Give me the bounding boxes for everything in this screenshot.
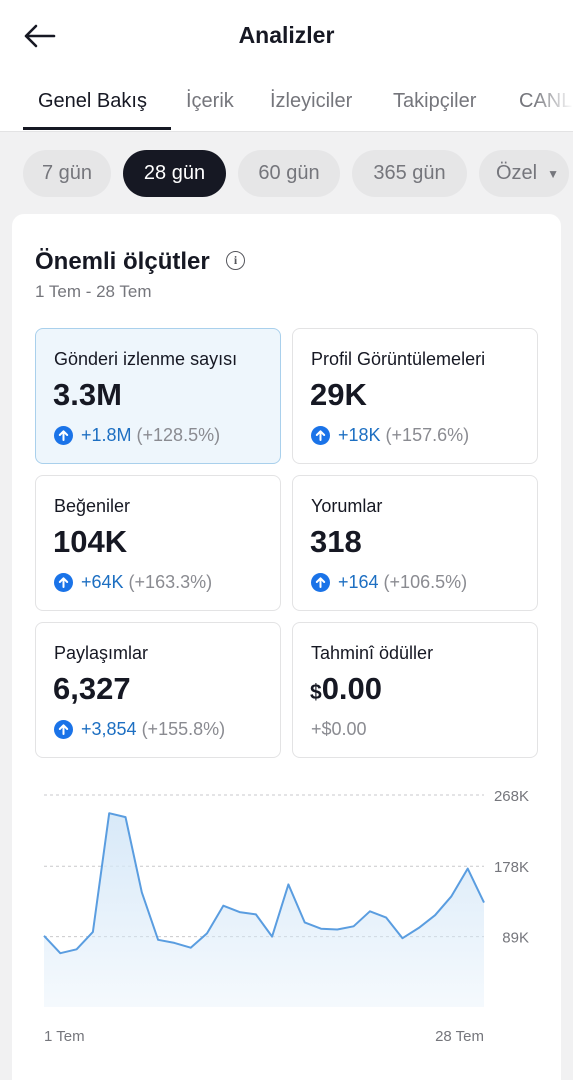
tab-bar: Genel Bakış İçerik İzleyiciler Takipçile… [0,72,573,132]
range-365-days[interactable]: 365 gün [352,150,467,197]
metric-value: 29K [310,377,367,412]
tab-fade [533,72,573,131]
info-icon[interactable]: i [226,251,245,270]
metric-change: +$0.00 [311,719,367,740]
chart-area [44,813,484,1007]
page-title: Analizler [238,22,335,48]
metric-value-number: 0.00 [321,671,383,706]
metric-change: +1.8M (+128.5%) [54,425,220,446]
metric-label: Profil Görüntülemeleri [311,349,486,369]
metric-change-value: +64K [81,572,124,592]
arrow-up-icon [311,426,330,445]
metric-comments[interactable]: Yorumlar 318 +164 (+106.5%) [292,475,538,611]
metric-value: 104K [53,524,128,559]
chart-x-tick-label: 28 Tem [435,1028,484,1045]
chart-line [43,812,485,955]
metric-change-percent: (+128.5%) [136,425,221,445]
key-metrics-card: Önemli ölçütler i 1 Tem - 28 Tem Gönderi… [12,214,561,1080]
metric-label: Beğeniler [54,496,131,516]
chart-y-tick-label: 268K [494,788,529,805]
metric-value: 6,327 [53,671,131,706]
metric-change-percent: (+157.6%) [385,425,470,445]
metric-change-value: +164 [338,572,379,592]
range-custom-label: Özel [496,162,538,184]
tab-content[interactable]: İçerik [186,90,234,112]
metric-change-value: +3,854 [81,719,137,739]
range-28-days[interactable]: 28 gün [123,150,226,197]
metric-value: 3.3M [53,377,122,412]
arrow-up-icon [54,720,73,739]
metric-change-value: +18K [338,425,381,445]
metric-change: +18K (+157.6%) [311,425,469,446]
views-trend-chart[interactable]: 89K 178K 268K 1 Tem 28 Tem [12,774,561,1074]
metric-profile-views[interactable]: Profil Görüntülemeleri 29K +18K (+157.6%… [292,328,538,464]
back-arrow-icon[interactable] [22,20,58,52]
metric-label: Paylaşımlar [54,643,149,663]
range-7-days[interactable]: 7 gün [23,150,111,197]
chart-svg: 89K 178K 268K 1 Tem 28 Tem [43,788,529,1045]
chart-x-tick-label: 1 Tem [44,1028,85,1045]
arrow-up-icon [54,573,73,592]
currency-symbol: $ [310,681,322,704]
caret-down-icon: ▼ [547,166,560,181]
metric-change: +3,854 (+155.8%) [54,719,225,740]
active-tab-indicator [23,127,171,130]
chart-y-tick-label: 89K [502,930,529,947]
tab-followers[interactable]: Takipçiler [393,90,477,112]
metric-change: +164 (+106.5%) [311,572,467,593]
date-range-selector: 7 gün 28 gün 60 gün 365 gün Özel ▼ [0,132,573,214]
metric-change-percent: (+155.8%) [141,719,226,739]
top-bar: Analizler [0,0,573,72]
range-60-days[interactable]: 60 gün [238,150,340,197]
metric-label: Gönderi izlenme sayısı [54,349,238,369]
metric-value: 318 [310,524,362,559]
metric-change: +64K (+163.3%) [54,572,212,593]
metric-likes[interactable]: Beğeniler 104K +64K (+163.3%) [35,475,281,611]
chart-y-tick-label: 178K [494,859,529,876]
metric-shares[interactable]: Paylaşımlar 6,327 +3,854 (+155.8%) [35,622,281,758]
arrow-up-icon [311,573,330,592]
arrow-up-icon [54,426,73,445]
metric-change-percent: (+163.3%) [128,572,213,592]
metric-change-value: +1.8M [81,425,132,445]
tab-overview[interactable]: Genel Bakış [38,90,147,112]
range-custom[interactable]: Özel ▼ [479,150,569,197]
section-title: Önemli ölçütler [35,248,210,275]
metric-change-value: +$0.00 [311,719,367,739]
metric-change-percent: (+106.5%) [383,572,468,592]
metric-value: $0.00 [310,671,382,707]
metric-label: Yorumlar [311,496,383,516]
metric-estimated-rewards[interactable]: Tahminî ödüller $0.00 +$0.00 [292,622,538,758]
date-range-label: 1 Tem - 28 Tem [35,282,152,301]
tab-viewers[interactable]: İzleyiciler [270,90,353,112]
metric-post-views[interactable]: Gönderi izlenme sayısı 3.3M +1.8M (+128.… [35,328,281,464]
metric-label: Tahminî ödüller [311,643,434,663]
